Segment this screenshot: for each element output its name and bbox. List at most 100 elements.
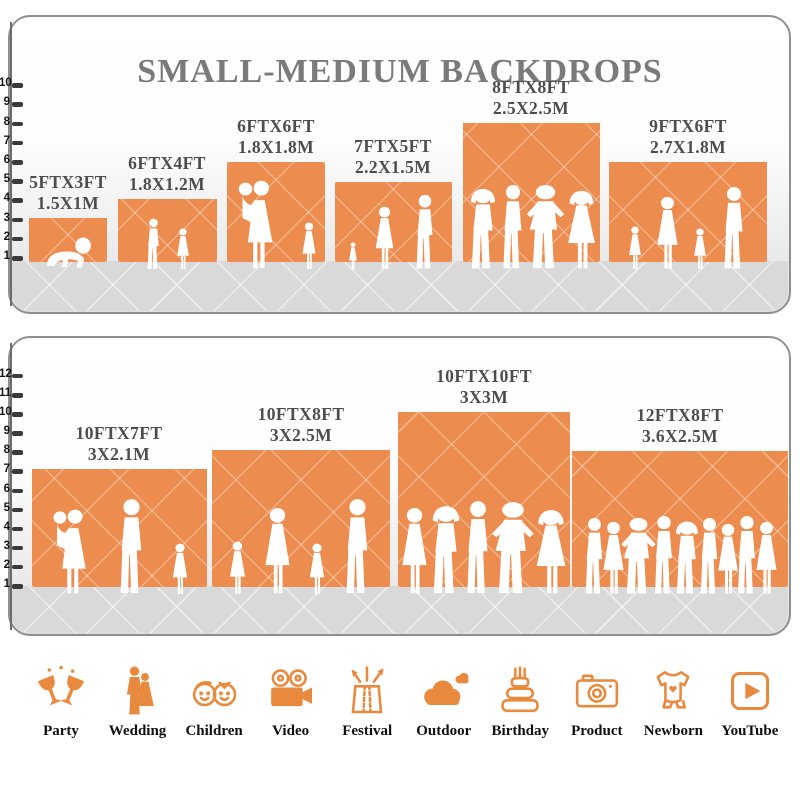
category-label: Product [571, 723, 623, 739]
silhouette-girl [169, 543, 191, 595]
category-youtube: YouTube [714, 663, 786, 740]
children-icon [192, 681, 237, 707]
silhouette-man [410, 194, 440, 270]
ruler-number: 1 [3, 250, 10, 262]
outdoor-icon [423, 672, 469, 705]
festival-icon [351, 666, 384, 714]
category-video: Video [255, 663, 327, 740]
ruler-number: 4 [3, 192, 10, 205]
ruler-number: 3 [3, 539, 10, 552]
ruler-tick [12, 412, 23, 417]
ruler-tick [12, 469, 23, 474]
ruler-number: 8 [3, 444, 10, 457]
ruler-number: 6 [3, 154, 10, 166]
ruler-tick [12, 83, 23, 88]
silhouette-woman [751, 521, 782, 595]
category-party: Party [25, 663, 97, 740]
people-group [32, 498, 207, 595]
ruler-number: 7 [3, 463, 10, 476]
ruler-tick [12, 564, 23, 570]
ruler-tick [12, 179, 23, 184]
category-children: Children [178, 663, 250, 740]
silhouette-woman-arms-up [561, 188, 602, 270]
ruler-tick [12, 584, 23, 589]
floor-strip [11, 586, 788, 633]
silhouette-boy [143, 218, 164, 270]
backdrop-label: 5FTX3FT 1.5X1M [29, 172, 107, 213]
backdrop-5x3 [29, 218, 107, 262]
silhouette-girl-small [347, 242, 359, 270]
silhouette-woman [652, 196, 683, 270]
ruler-number: 9 [3, 96, 10, 109]
ruler-tick [12, 545, 23, 551]
people-group [572, 515, 788, 595]
ruler-tick [12, 217, 23, 223]
backdrop-label: 7FTX5FT 2.2X1.5M [354, 136, 432, 177]
ruler-tick [12, 256, 23, 261]
ruler-tick [12, 450, 23, 455]
ruler-tick [12, 488, 23, 493]
people-group [118, 218, 217, 270]
party-icon [37, 665, 85, 706]
silhouette-man [338, 498, 377, 595]
category-label: YouTube [721, 723, 779, 739]
backdrop-label: 8FTX8FT 2.5X2.5M [492, 77, 570, 118]
people-group [398, 500, 570, 595]
ruler-tick [12, 393, 23, 398]
category-product: Product [561, 663, 633, 740]
silhouette-woman-arms-up [529, 507, 573, 595]
newborn-icon [656, 671, 690, 709]
page-title: SMALL-MEDIUM BACKDROPS [137, 52, 663, 90]
category-label: Festival [342, 723, 393, 739]
category-festival: Festival [331, 663, 403, 740]
ruler-number: 6 [3, 482, 10, 495]
ruler-number: 7 [3, 134, 10, 147]
ruler-number: 9 [3, 425, 10, 438]
people-group [463, 184, 600, 270]
category-label: Party [43, 723, 79, 739]
ruler-number: 1 [3, 578, 10, 590]
category-label: Children [185, 723, 243, 739]
silhouette-woman-carry [48, 507, 94, 595]
silhouette-man [717, 186, 751, 270]
ruler-tick [12, 431, 23, 436]
category-newborn: Newborn [637, 663, 709, 740]
product-icon [575, 674, 618, 708]
people-group [609, 186, 767, 270]
silhouette-girl [299, 222, 319, 270]
ruler-number: 5 [3, 501, 10, 514]
ruler-tick [12, 160, 23, 165]
birthday-icon [501, 666, 540, 713]
ruler-line-bottom [10, 343, 12, 630]
ruler-number: 11 [0, 387, 12, 399]
silhouette-girl [306, 543, 328, 595]
floor-strip [11, 261, 788, 311]
ruler-tick [12, 526, 23, 532]
ruler-number: 4 [3, 520, 10, 533]
ruler-tick [12, 102, 23, 107]
ruler-number: 12 [0, 367, 12, 380]
ruler-number: 10 [0, 77, 12, 90]
ruler-number: 2 [3, 230, 10, 243]
silhouette-man [112, 498, 151, 595]
silhouette-girl [174, 228, 192, 270]
ruler-line-top [10, 22, 12, 306]
ruler-tick [12, 198, 23, 203]
category-label: Newborn [643, 723, 703, 739]
silhouette-woman [259, 507, 296, 595]
backdrop-6x4 [118, 199, 217, 262]
backdrop-label: 12FTX8FT 3.6X2.5M [636, 405, 724, 446]
ruler-tick [12, 507, 23, 513]
backdrop-label: 9FTX6FT 2.7X1.8M [649, 116, 727, 157]
ruler-number: 2 [3, 558, 10, 571]
backdrop-label: 10FTX7FT 3X2.1M [75, 423, 163, 464]
ruler-tick [12, 236, 23, 242]
backdrop-label: 6FTX6FT 1.8X1.8M [237, 116, 315, 157]
ruler-number: 5 [3, 173, 10, 186]
backdrop-label: 6FTX4FT 1.8X1.2M [128, 153, 206, 194]
ruler-tick [12, 373, 23, 379]
category-row: Party Wedding Children [25, 663, 786, 740]
people-group [227, 178, 325, 270]
category-wedding: Wedding [102, 663, 174, 740]
